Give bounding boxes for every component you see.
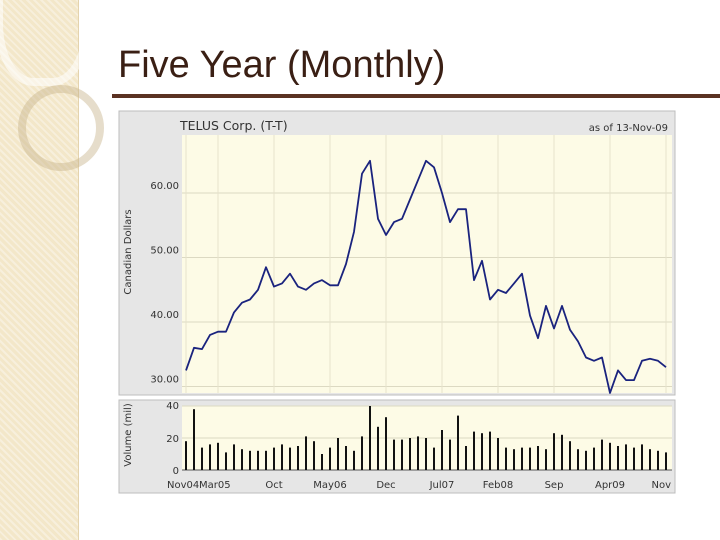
decorative-sidebar: [0, 0, 104, 540]
volume-tick-label: 0: [173, 466, 179, 477]
x-tick-label: Nov04: [167, 480, 199, 491]
x-tick-label: Jul07: [429, 480, 455, 491]
price-grid: [182, 135, 672, 393]
volume-tick-label: 20: [166, 434, 179, 445]
title-rule: [112, 94, 720, 98]
x-tick-label: Dec: [376, 480, 395, 491]
decorative-ring: [0, 0, 91, 86]
x-tick-label: May06: [313, 480, 346, 491]
volume-tick-labels: 0 20 40: [166, 401, 179, 477]
price-tick-label: 60.00: [150, 181, 179, 192]
x-tick-label: Feb08: [483, 480, 513, 491]
volume-axis-label: Volume (mil): [123, 403, 134, 467]
price-tick-label: 40.00: [150, 310, 179, 321]
price-line: [185, 159, 667, 394]
volume-bars: [185, 406, 667, 470]
x-tick-label: Nov: [651, 480, 671, 491]
y-axis-label: Canadian Dollars: [123, 209, 134, 294]
chart-svg: TELUS Corp. (T-T) as of 13-Nov-09 Canadi…: [118, 110, 676, 494]
stock-chart: TELUS Corp. (T-T) as of 13-Nov-09 Canadi…: [118, 110, 680, 495]
x-axis-labels: Nov04 Mar05 Oct May06 Dec Jul07 Feb08 Sep Apr09 N…: [167, 480, 671, 491]
x-tick-label: Oct: [265, 480, 282, 491]
x-tick-label: Apr09: [595, 480, 625, 491]
price-series: [185, 159, 667, 394]
price-tick-labels: 30.00 40.00 50.00 60.00: [150, 181, 179, 385]
price-tick-label: 50.00: [150, 246, 179, 257]
chart-title: TELUS Corp. (T-T): [179, 118, 288, 133]
slide-title: Five Year (Monthly): [118, 44, 446, 86]
x-tick-label: Sep: [545, 480, 564, 491]
price-plot-area: [182, 135, 672, 393]
price-tick-label: 30.00: [150, 375, 179, 386]
chart-subtitle: as of 13-Nov-09: [589, 123, 668, 134]
volume-tick-label: 40: [166, 401, 179, 412]
x-tick-label: Mar05: [199, 480, 231, 491]
decorative-ring: [18, 85, 104, 171]
